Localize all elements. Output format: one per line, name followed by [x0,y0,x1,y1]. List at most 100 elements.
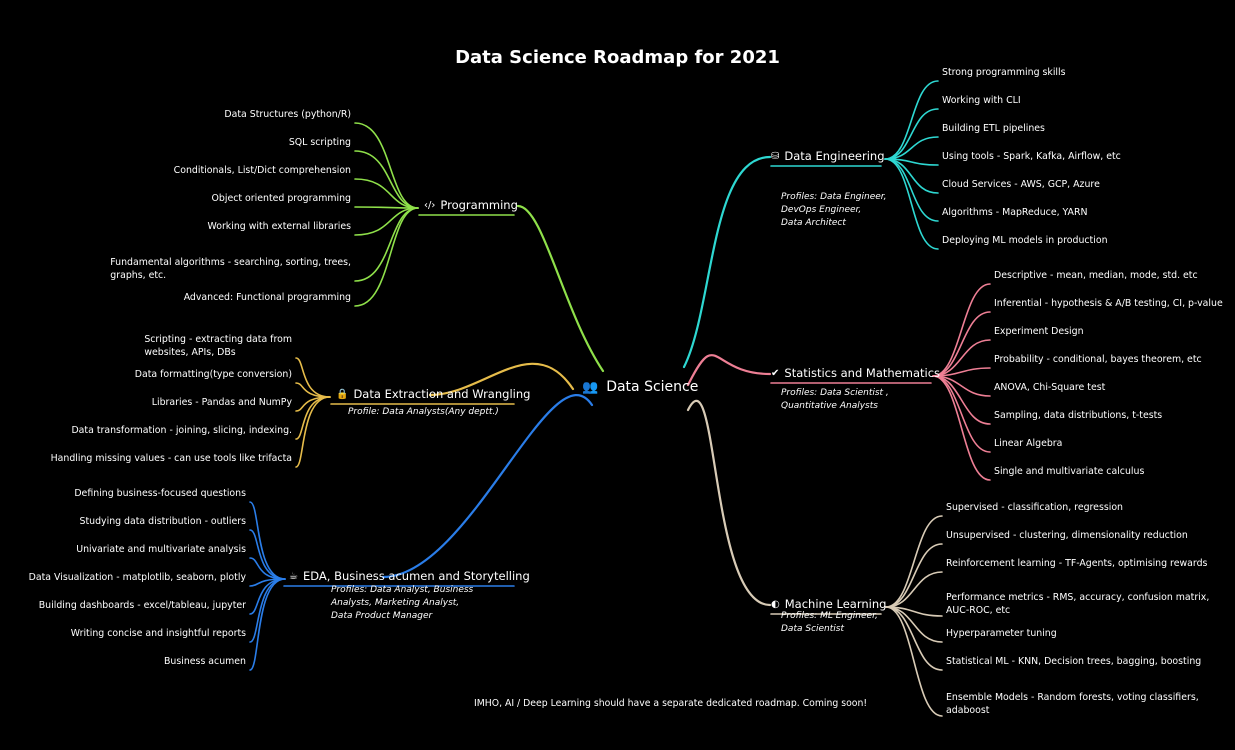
connector [884,136,939,160]
list-item: Data transformation - joining, slicing, … [71,425,292,436]
connector [885,515,943,608]
connector [354,206,419,209]
code-icon: ‹/› [424,199,436,211]
branch-statistics[interactable]: ✔ Statistics and Mathematics [771,366,940,380]
list-item: Studying data distribution - outliers [79,516,246,527]
connector [884,158,939,250]
connector [295,396,331,440]
list-item: Univariate and multivariate analysis [76,544,246,555]
connector [354,207,419,282]
list-item: Deploying ML models in production [942,235,1108,246]
list-item: Cloud Services - AWS, GCP, Azure [942,179,1100,190]
list-item: Writing concise and insightful reports [70,628,246,639]
list-item: Object oriented programming [211,193,351,204]
list-item: Hyperparameter tuning [946,628,1057,639]
branch-label: Programming [440,198,518,212]
connector [686,399,772,607]
connector [354,122,419,209]
check-circle-icon: ✔ [771,367,780,379]
connector [295,396,331,468]
branch-ml[interactable]: ◐ Machine Learning [771,597,886,611]
branch-profiles: Profiles: ML Engineer, Data Scientist [781,611,878,634]
branch-eda[interactable]: ☕ EDA, Business acumen and Storytelling [289,569,530,583]
branch-engineering[interactable]: ⛁ Data Engineering [771,149,885,163]
connector [516,204,605,373]
ko-fi-icon: ☕ [289,570,298,582]
database-icon: ⛁ [771,150,780,162]
connector [932,311,991,377]
branch-label: Machine Learning [784,597,887,611]
connector [249,578,286,671]
list-item: Defining business-focused questions [74,488,246,499]
list-item: Libraries - Pandas and NumPy [151,397,292,408]
list-item: Strong programming skills [942,67,1066,78]
list-item: Statistical ML - KNN, Decision trees, ba… [946,656,1202,667]
list-item: Data Structures (python/R) [224,109,351,120]
connector [884,80,939,160]
branch-label: Statistics and Mathematics [784,366,941,380]
list-item: Sampling, data distributions, t-tests [994,410,1163,421]
connector [884,158,939,222]
list-item: Building dashboards - excel/tableau, jup… [38,600,246,611]
branch-label: Data Engineering [784,149,885,163]
connector [428,362,575,397]
list-item: Data Visualization - matplotlib, seaborn… [28,572,246,583]
list-item: Working with external libraries [207,221,351,232]
branch-profiles: Profiles: Data Engineer, DevOps Engineer… [781,192,887,228]
connector [381,394,594,579]
branch-profiles: Profiles: Data Scientist , Quantitative … [781,388,889,411]
central-node[interactable]: 👥 Data Science [582,379,698,395]
list-item: Data formatting(type conversion) [134,369,292,380]
list-item: Scripting - extracting data from website… [144,334,292,358]
connector [354,150,419,209]
connector [885,606,943,671]
footnote: IMHO, AI / Deep Learning should have a s… [474,698,868,709]
list-item: Business acumen [163,656,246,667]
connector [295,357,331,398]
connector [932,375,991,481]
people-icon: 👥 [582,379,599,395]
list-item: Fundamental algorithms - searching, sort… [110,257,351,281]
list-item: Using tools - Spark, Kafka, Airflow, etc [942,151,1121,162]
list-item: Conditionals, List/Dict comprehension [173,165,351,176]
connector [354,207,419,307]
list-item: Probability - conditional, bayes theorem… [994,354,1202,365]
connector [884,108,939,160]
list-item: Inferential - hypothesis & A/B testing, … [994,298,1223,309]
connector [932,375,991,453]
list-item: Experiment Design [994,326,1084,337]
connector [682,155,772,369]
list-item: Handling missing values - can use tools … [50,453,292,464]
connector [932,375,991,425]
list-item: Supervised - classification, regression [946,502,1123,513]
connector [885,571,943,608]
list-item: Algorithms - MapReduce, YARN [942,207,1088,218]
branch-programming[interactable]: ‹/› Programming [424,198,518,212]
list-item: Unsupervised - clustering, dimensionalit… [946,530,1188,541]
connector [249,529,286,580]
connector [885,543,943,608]
connector [249,501,286,580]
list-item: Performance metrics - RMS, accuracy, con… [946,592,1210,616]
list-item: Linear Algebra [994,438,1063,449]
connector [686,354,772,387]
list-item: Advanced: Functional programming [183,292,351,303]
list-item: Ensemble Models - Random forests, voting… [946,692,1199,716]
brain-icon: ◐ [771,598,780,610]
page-title: Data Science Roadmap for 2021 [455,47,780,68]
branch-label: Data Extraction and Wrangling [353,387,531,401]
connector [885,606,943,717]
list-item: Working with CLI [942,95,1021,106]
list-item: Descriptive - mean, median, mode, std. e… [994,270,1198,281]
list-item: SQL scripting [288,137,351,148]
connector [249,557,286,580]
branch-profiles: Profiles: Data Analyst, Business Analyst… [331,585,474,621]
list-item: Building ETL pipelines [942,123,1045,134]
branch-label: EDA, Business acumen and Storytelling [302,569,530,583]
connector [932,283,991,377]
list-item: Reinforcement learning - TF-Agents, opti… [946,558,1208,569]
branch-profiles: Profile: Data Analysts(Any deptt.) [348,407,499,417]
branch-extraction[interactable]: 🔒 Data Extraction and Wrangling [336,387,530,401]
